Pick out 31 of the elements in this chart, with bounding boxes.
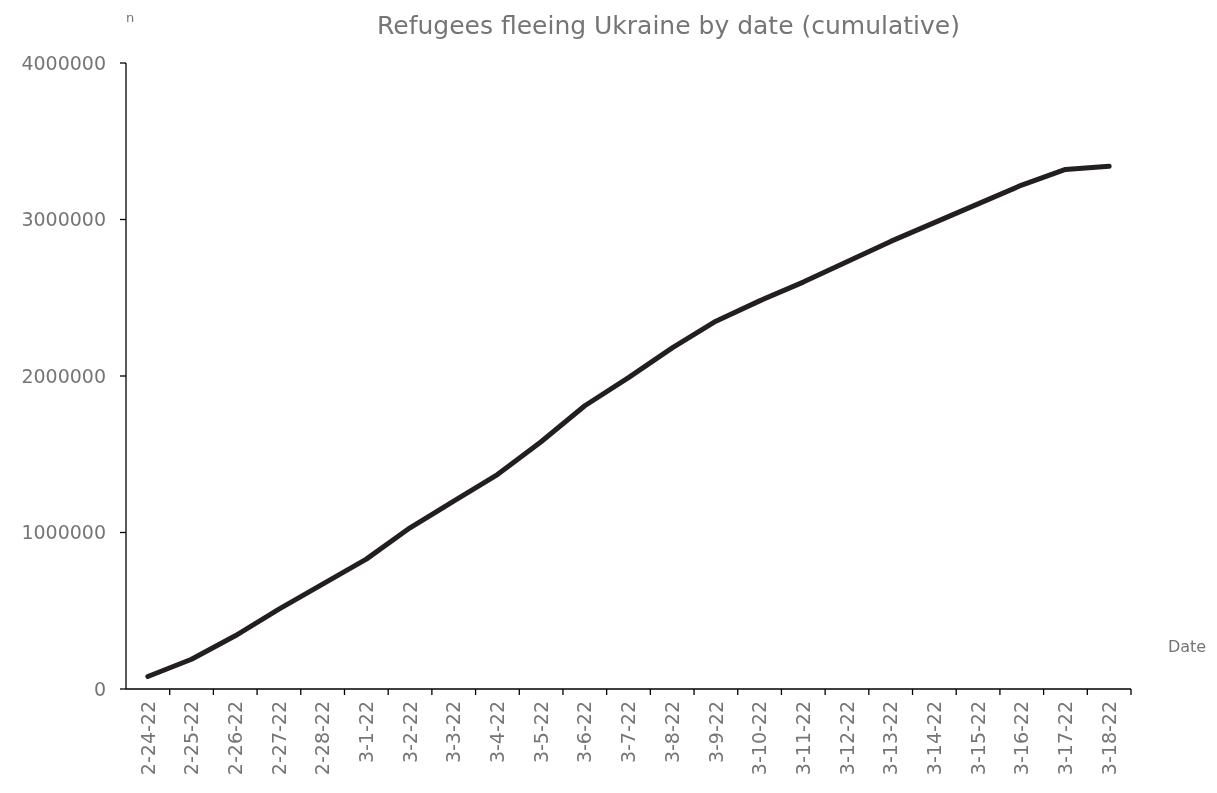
chart-title: Refugees fleeing Ukraine by date (cumulative) xyxy=(377,11,960,40)
x-tick-label: 3-1-22 xyxy=(354,701,377,764)
x-tick-label: 3-10-22 xyxy=(748,701,771,776)
x-tick-label: 3-3-22 xyxy=(442,701,465,764)
x-tick-label: 2-27-22 xyxy=(267,701,290,776)
x-tick-label: 3-11-22 xyxy=(791,701,814,776)
x-tick-label: 3-12-22 xyxy=(835,701,858,776)
x-tick-label: 3-18-22 xyxy=(1097,701,1120,776)
y-tick-label: 1000000 xyxy=(21,521,106,544)
y-tick-label: 3000000 xyxy=(21,208,106,231)
x-tick-label: 3-16-22 xyxy=(1010,701,1033,776)
x-tick-label: 3-13-22 xyxy=(879,701,902,776)
x-tick-label: 3-7-22 xyxy=(617,701,640,764)
x-tick-label: 3-15-22 xyxy=(966,701,989,776)
x-tick-label: 3-5-22 xyxy=(529,701,552,764)
x-tick-label: 3-2-22 xyxy=(398,701,421,764)
x-tick-label: 3-14-22 xyxy=(923,701,946,776)
y-tick-label: 4000000 xyxy=(21,51,106,74)
y-tick-label: 2000000 xyxy=(21,364,106,387)
x-tick-label: 2-24-22 xyxy=(136,701,159,776)
x-tick-label: 3-8-22 xyxy=(660,701,683,764)
x-tick-label: 3-9-22 xyxy=(704,701,727,764)
x-tick-label: 3-4-22 xyxy=(486,701,509,764)
x-tick-label: 3-6-22 xyxy=(573,701,596,764)
x-tick-label: 2-28-22 xyxy=(311,701,334,776)
x-tick-label: 3-17-22 xyxy=(1054,701,1077,776)
y-tick-label: 0 xyxy=(93,677,106,700)
x-axis-title: Date xyxy=(1167,637,1207,656)
x-tick-label: 2-26-22 xyxy=(223,701,246,776)
x-tick-label: 2-25-22 xyxy=(180,701,203,776)
y-axis-title: n xyxy=(125,10,135,25)
